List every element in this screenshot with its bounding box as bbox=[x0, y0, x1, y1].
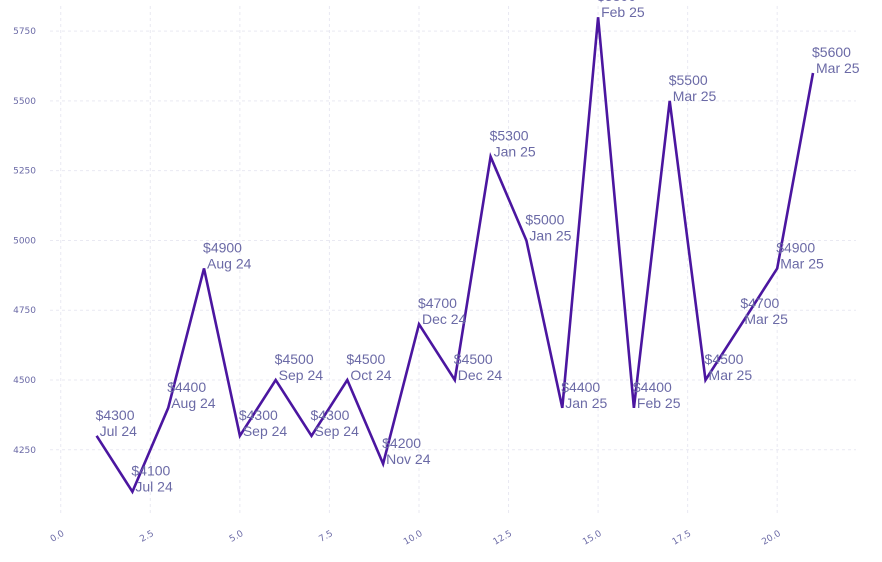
data-label: $4400 Feb 25 bbox=[633, 379, 681, 411]
y-tick-label: 5750 bbox=[13, 27, 36, 37]
data-label-value: $5300 bbox=[490, 128, 529, 144]
series-layer bbox=[95, 17, 815, 495]
data-label: $4100 Jul 24 bbox=[131, 463, 173, 495]
data-label-date: Dec 24 bbox=[458, 367, 503, 383]
x-tick-label: 17.5 bbox=[671, 529, 693, 548]
data-label-date: Sep 24 bbox=[243, 423, 288, 439]
x-tick-label: 2.5 bbox=[138, 529, 155, 545]
data-label-value: $4100 bbox=[131, 463, 170, 479]
data-label-date: Feb 25 bbox=[637, 395, 681, 411]
data-label-date: Mar 25 bbox=[744, 311, 788, 327]
data-label-value: $5800 bbox=[597, 0, 636, 4]
data-label-date: Nov 24 bbox=[386, 451, 431, 467]
data-label-value: $5600 bbox=[812, 44, 851, 60]
grid bbox=[50, 6, 856, 514]
data-label-value: $4400 bbox=[633, 379, 672, 395]
y-tick-label: 4250 bbox=[13, 446, 36, 456]
data-label-value: $5000 bbox=[525, 211, 564, 227]
data-label-value: $4300 bbox=[96, 407, 135, 423]
y-tick-label: 5500 bbox=[13, 97, 36, 107]
data-label-date: Aug 24 bbox=[207, 255, 252, 271]
data-label-date: Sep 24 bbox=[315, 423, 360, 439]
data-label-date: Mar 25 bbox=[673, 88, 717, 104]
data-label: $4500 Oct 24 bbox=[346, 351, 391, 383]
data-label-value: $4500 bbox=[346, 351, 385, 367]
data-label-date: Feb 25 bbox=[601, 4, 645, 20]
data-label-value: $4900 bbox=[776, 239, 815, 255]
data-label: $4400 Jan 25 bbox=[561, 379, 607, 411]
data-label-value: $4200 bbox=[382, 435, 421, 451]
y-tick-label: 5250 bbox=[13, 167, 36, 177]
data-label-value: $4900 bbox=[203, 239, 242, 255]
data-label-date: Jan 25 bbox=[565, 395, 607, 411]
x-tick-label: 0.0 bbox=[49, 529, 67, 545]
data-label: $4500 Sep 24 bbox=[275, 351, 324, 383]
data-label: $5500 Mar 25 bbox=[669, 72, 717, 104]
data-label-value: $4700 bbox=[740, 295, 779, 311]
data-label: $5300 Jan 25 bbox=[490, 128, 536, 160]
data-label: $5600 Mar 25 bbox=[812, 44, 860, 76]
data-label-value: $4500 bbox=[454, 351, 493, 367]
data-label-value: $4400 bbox=[561, 379, 600, 395]
data-label-date: Jan 25 bbox=[529, 227, 571, 243]
series-line bbox=[95, 17, 815, 495]
x-tick-label: 10.0 bbox=[402, 529, 425, 548]
y-tick-label: 4500 bbox=[13, 376, 36, 386]
y-tick-label: 4750 bbox=[13, 306, 36, 316]
data-label-date: Oct 24 bbox=[350, 367, 391, 383]
data-label-value: $4500 bbox=[275, 351, 314, 367]
data-label-value: $4400 bbox=[167, 379, 206, 395]
x-tick-label: 20.0 bbox=[760, 529, 783, 548]
data-label: $4700 Dec 24 bbox=[418, 295, 467, 327]
x-tick-label: 15.0 bbox=[581, 529, 604, 548]
x-tick-label: 12.5 bbox=[492, 529, 514, 548]
data-label: $4900 Aug 24 bbox=[203, 239, 252, 271]
data-label: $4400 Aug 24 bbox=[167, 379, 216, 411]
data-label: $4500 Mar 25 bbox=[705, 351, 753, 383]
data-label-date: Aug 24 bbox=[171, 395, 216, 411]
data-label-value: $4300 bbox=[239, 407, 278, 423]
data-label: $4200 Nov 24 bbox=[382, 435, 431, 467]
data-label: $5800Feb 25 bbox=[597, 0, 645, 20]
data-label-value: $4500 bbox=[705, 351, 744, 367]
data-label: $4300 Sep 24 bbox=[311, 407, 360, 439]
y-tick-label: 5000 bbox=[13, 236, 36, 246]
data-label: $4700 Mar 25 bbox=[740, 295, 788, 327]
data-label: $4300 Jul 24 bbox=[96, 407, 138, 439]
data-label-date: Sep 24 bbox=[279, 367, 324, 383]
data-label-value: $4300 bbox=[311, 407, 350, 423]
data-labels: $4300 Jul 24$4100 Jul 24$4400 Aug 24$4900 Au… bbox=[96, 0, 860, 495]
data-label-date: Jul 24 bbox=[100, 423, 138, 439]
data-label-date: Mar 25 bbox=[816, 60, 860, 76]
data-label-value: $5500 bbox=[669, 72, 708, 88]
data-label-date: Mar 25 bbox=[709, 367, 753, 383]
axes: 4250 4500 4750 5000 5250 5500 5750 0.0 2.5 5.0 7.5… bbox=[13, 27, 783, 548]
data-label: $4500 Dec 24 bbox=[454, 351, 503, 383]
data-label: $4900 Mar 25 bbox=[776, 239, 824, 271]
data-label-date: Jul 24 bbox=[135, 479, 173, 495]
x-tick-label: 5.0 bbox=[228, 529, 246, 545]
data-label-date: Jan 25 bbox=[494, 144, 536, 160]
data-label: $5000 Jan 25 bbox=[525, 211, 571, 243]
data-label-value: $4700 bbox=[418, 295, 457, 311]
data-label-date: Dec 24 bbox=[422, 311, 467, 327]
data-label-date: Mar 25 bbox=[780, 255, 824, 271]
x-tick-label: 7.5 bbox=[318, 529, 335, 545]
data-label: $4300 Sep 24 bbox=[239, 407, 288, 439]
